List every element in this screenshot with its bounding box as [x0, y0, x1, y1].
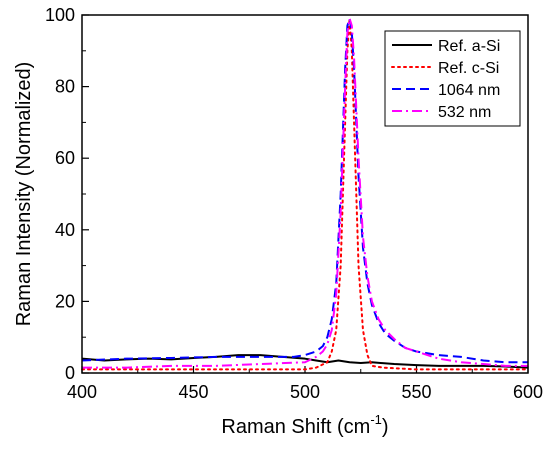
legend-label: 532 nm [438, 104, 491, 121]
y-tick-label: 20 [55, 291, 75, 311]
y-axis-title: Raman Intensity (Normalized) [13, 62, 35, 327]
x-tick-label: 600 [513, 382, 543, 402]
x-tick-label: 550 [401, 382, 431, 402]
x-tick-label: 500 [290, 382, 320, 402]
x-tick-label: 400 [67, 382, 97, 402]
y-tick-label: 80 [55, 77, 75, 97]
y-tick-label: 40 [55, 220, 75, 240]
x-axis-title-end: ) [382, 416, 389, 438]
x-axis-title: Raman Shift (cm-1) [221, 412, 388, 438]
series-line-1064-nm [81, 17, 528, 364]
x-axis-title-main: Raman Shift (cm [221, 416, 370, 438]
legend-label: Ref. c-Si [438, 60, 499, 77]
legend-label: 1064 nm [438, 82, 500, 99]
legend: Ref. a-Si Ref. c-Si 1064 nm 532 nm [384, 30, 521, 127]
y-tick-label: 100 [45, 5, 75, 25]
plot-frame [81, 14, 529, 374]
y-tick-label: 0 [65, 363, 75, 383]
legend-label: Ref. a-Si [438, 38, 500, 55]
series-line-ref-c-si [81, 17, 529, 371]
series-line-ref-a-si [81, 354, 529, 369]
y-tick-label: 60 [55, 148, 75, 168]
x-tick-label: 450 [178, 382, 208, 402]
series-line-532-nm [82, 17, 528, 369]
x-axis-title-superscript: -1 [370, 412, 382, 427]
